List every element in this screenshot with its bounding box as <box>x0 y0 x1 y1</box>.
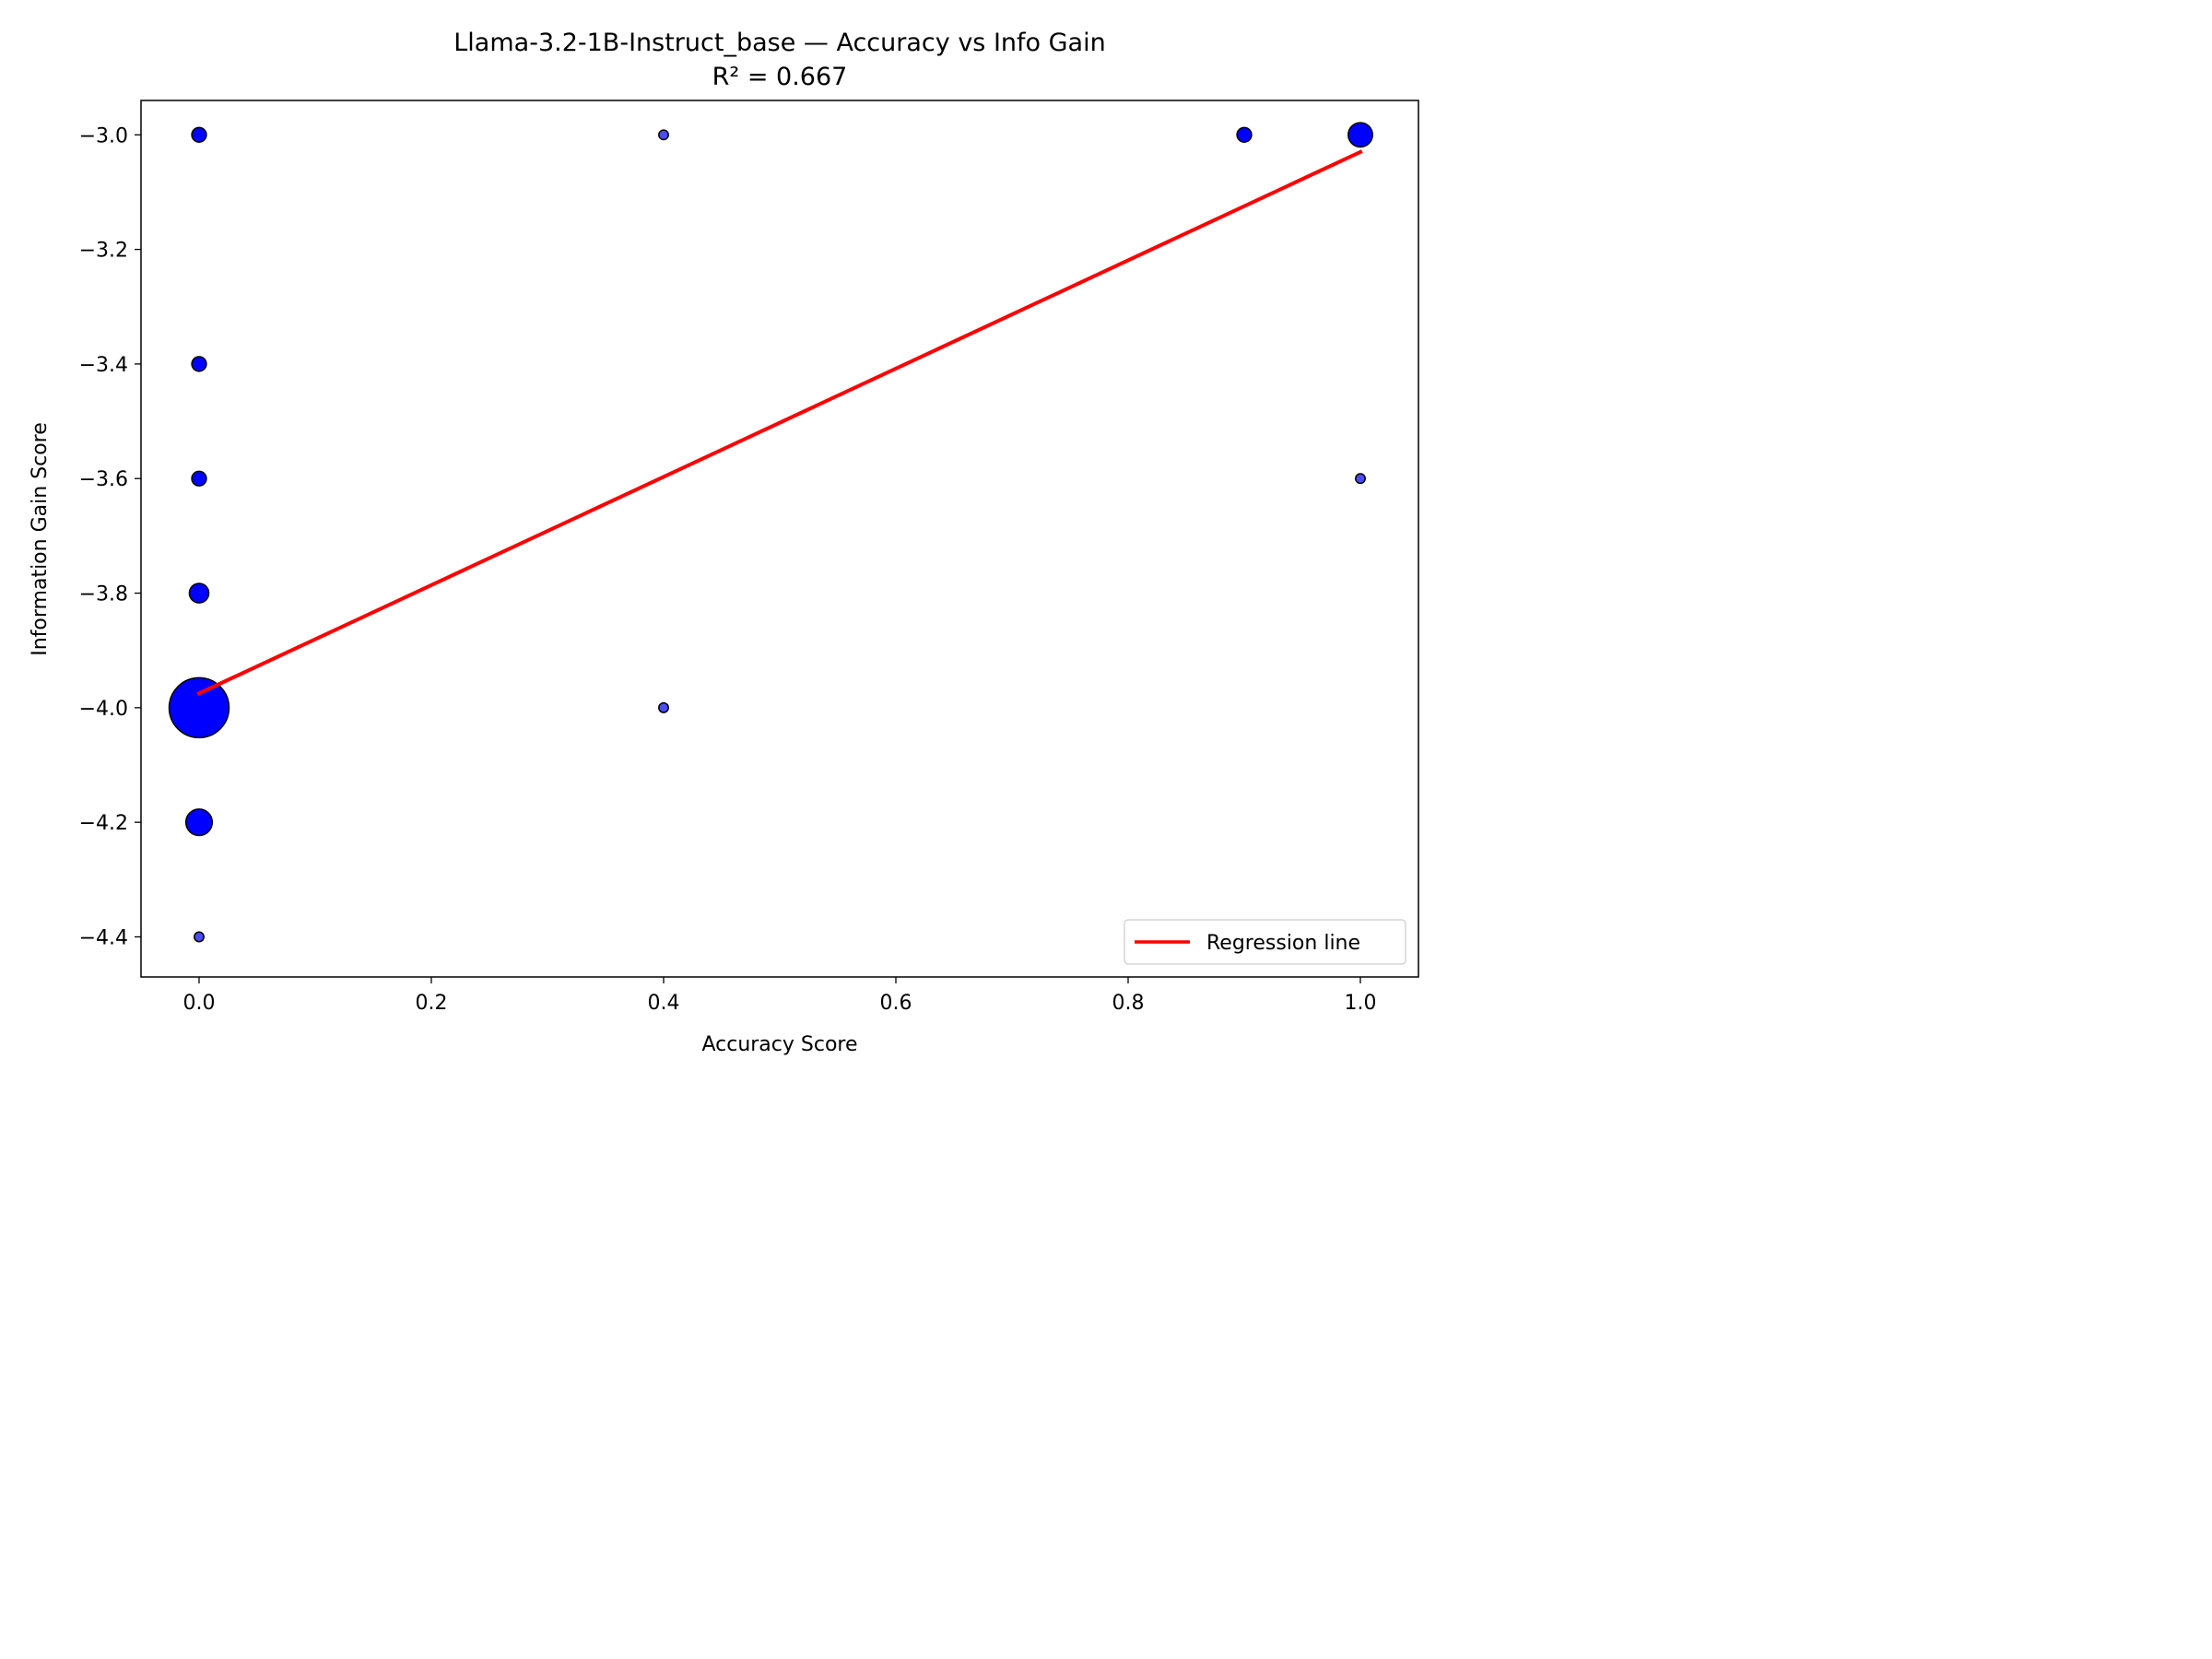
y-tick-label: −3.0 <box>79 124 128 147</box>
x-tick-label: 0.4 <box>648 992 680 1015</box>
scatter-chart: Llama-3.2-1B-Instruct_base — Accuracy vs… <box>0 0 1445 1084</box>
scatter-point <box>168 677 230 739</box>
scatter-point <box>184 808 214 837</box>
scatter-point <box>1236 126 1253 143</box>
regression-layer <box>196 149 1363 696</box>
y-tick-label: −4.4 <box>79 926 128 949</box>
scatter-point <box>191 356 207 372</box>
points-layer <box>168 122 1373 943</box>
x-tick-label: 0.0 <box>183 992 216 1015</box>
y-tick-label: −4.2 <box>79 812 128 835</box>
x-axis-label: Accuracy Score <box>701 1033 857 1056</box>
y-tick-label: −3.6 <box>79 468 128 491</box>
scatter-point <box>1355 473 1366 485</box>
chart-subtitle: R² = 0.667 <box>712 63 848 91</box>
scatter-point <box>194 931 205 943</box>
x-tick-label: 0.2 <box>416 992 448 1015</box>
y-tick-label: −3.2 <box>79 240 128 263</box>
y-axis: −3.0 −3.2 −3.4 −3.6 −3.8 −4.0 −4.2 −4.4 <box>79 124 141 949</box>
scatter-point <box>191 126 207 143</box>
legend-box <box>1124 919 1406 965</box>
legend-regression-label: Regression line <box>1206 932 1360 955</box>
y-tick-label: −3.8 <box>79 583 128 606</box>
scatter-point <box>188 582 210 604</box>
y-axis-label: Information Gain Score <box>29 422 52 656</box>
scatter-point <box>658 129 669 141</box>
y-tick-label: −3.4 <box>79 354 128 377</box>
regression-line <box>196 149 1363 696</box>
legend: Regression line <box>1124 919 1406 965</box>
chart-figure: Llama-3.2-1B-Instruct_base — Accuracy vs… <box>0 0 1445 1084</box>
chart-title: Llama-3.2-1B-Instruct_base — Accuracy vs… <box>453 29 1105 57</box>
plot-frame <box>140 100 1419 978</box>
scatter-point <box>191 470 207 487</box>
x-tick-label: 1.0 <box>1345 992 1377 1015</box>
scatter-point <box>658 701 669 713</box>
x-tick-label: 0.6 <box>880 992 912 1015</box>
y-tick-label: −4.0 <box>79 698 128 721</box>
scatter-point <box>1347 122 1373 148</box>
x-tick-label: 0.8 <box>1112 992 1145 1015</box>
x-axis: 0.0 0.2 0.4 0.6 0.8 1.0 <box>183 977 1377 1015</box>
